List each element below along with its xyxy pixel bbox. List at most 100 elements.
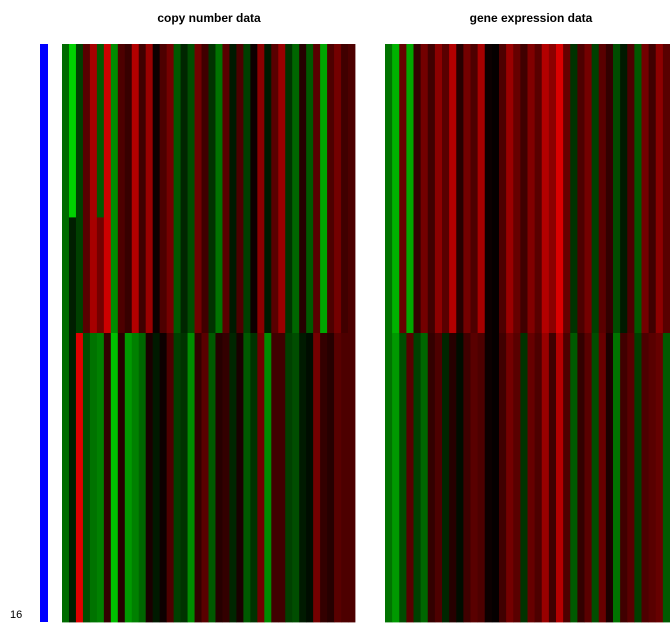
heatmap-cell bbox=[548, 44, 557, 334]
heatmap-cell bbox=[208, 333, 216, 623]
heatmap-cell bbox=[341, 44, 349, 334]
heatmap-cell bbox=[285, 44, 293, 334]
heatmap-cell bbox=[250, 44, 258, 334]
gene-expression-title: gene expression data bbox=[470, 11, 593, 25]
heatmap-cell bbox=[327, 333, 335, 623]
heatmap-cell bbox=[662, 333, 670, 623]
heatmap-cell bbox=[96, 44, 105, 218]
heatmap-cell bbox=[236, 333, 244, 623]
heatmap-cell bbox=[392, 333, 400, 623]
heatmap-cell bbox=[278, 44, 286, 334]
heatmap-cell bbox=[257, 333, 265, 623]
heatmap-cell bbox=[96, 217, 105, 334]
heatmap-cell bbox=[527, 333, 536, 623]
heatmap-cell bbox=[110, 333, 119, 623]
heatmap-cell bbox=[138, 333, 147, 623]
heatmap-cell bbox=[313, 333, 321, 623]
heatmap-cell bbox=[166, 333, 175, 623]
heatmap-cell bbox=[591, 333, 600, 623]
copy-number-title: copy number data bbox=[157, 11, 261, 25]
heatmap-cell bbox=[620, 333, 628, 623]
heatmap-cell bbox=[513, 44, 521, 334]
heatmap-cell bbox=[613, 333, 621, 623]
heatmap-cell bbox=[556, 44, 564, 334]
heatmap-cell bbox=[506, 333, 514, 623]
heatmap-cell bbox=[292, 44, 300, 334]
heatmap-cell bbox=[187, 44, 195, 334]
heatmap-cell bbox=[152, 44, 161, 334]
heatmap-cell bbox=[180, 333, 188, 623]
heatmap-cell bbox=[584, 44, 593, 334]
heatmap-cell bbox=[406, 44, 414, 334]
heatmap-cell bbox=[334, 333, 342, 623]
heatmap-cell bbox=[159, 44, 168, 334]
row-label: 16 bbox=[10, 609, 22, 621]
heatmap-cell bbox=[82, 333, 91, 623]
heatmap-cell bbox=[180, 44, 188, 334]
heatmap-cell bbox=[145, 333, 154, 623]
heatmap-cell bbox=[208, 44, 216, 334]
heatmap-cell bbox=[229, 333, 237, 623]
heatmap-cell bbox=[124, 333, 133, 623]
heatmap-cell bbox=[222, 333, 230, 623]
heatmap-cell bbox=[257, 44, 265, 334]
heatmap-cell bbox=[577, 44, 585, 334]
heatmap-cell bbox=[605, 333, 614, 623]
heatmap-cell bbox=[491, 44, 500, 623]
heatmap-cell bbox=[577, 333, 585, 623]
heatmap-cell bbox=[520, 333, 528, 623]
heatmap-cell bbox=[250, 333, 258, 623]
heatmap-cell bbox=[556, 333, 564, 623]
heatmap-cell bbox=[278, 333, 286, 623]
heatmap-cell bbox=[96, 333, 105, 623]
heatmap-cell bbox=[187, 333, 195, 623]
heatmap-cell bbox=[229, 44, 237, 334]
heatmap-cell bbox=[62, 44, 70, 623]
heatmap-cell bbox=[68, 44, 77, 218]
heatmap-cell bbox=[442, 44, 450, 334]
heatmap-cell bbox=[605, 44, 614, 334]
heatmap-cell bbox=[634, 333, 642, 623]
heatmap-cell bbox=[427, 44, 436, 334]
heatmap-cell bbox=[110, 44, 119, 334]
heatmap-cell bbox=[655, 333, 664, 623]
heatmap-cell bbox=[131, 333, 140, 623]
heatmap-cell bbox=[598, 333, 607, 623]
heatmap-cell bbox=[641, 44, 650, 334]
row-annotation-bar bbox=[40, 44, 48, 622]
heatmap-cell bbox=[413, 333, 422, 623]
heatmap-cell bbox=[499, 333, 507, 623]
heatmap-cell bbox=[613, 44, 621, 334]
heatmap-cell bbox=[463, 44, 471, 334]
heatmap-cell bbox=[541, 44, 550, 334]
heatmap-cell bbox=[534, 44, 543, 334]
heatmap-cell bbox=[306, 333, 314, 623]
heatmap-cell bbox=[499, 44, 507, 334]
heatmap-cell bbox=[527, 44, 536, 334]
heatmap-cell bbox=[320, 333, 328, 623]
heatmap-cell bbox=[627, 333, 635, 623]
heatmap-cell bbox=[591, 44, 600, 334]
heatmap-cell bbox=[124, 44, 133, 334]
heatmap-cell bbox=[570, 44, 578, 334]
heatmap-cell bbox=[620, 44, 628, 334]
heatmap-cell bbox=[477, 44, 486, 334]
heatmap-cell bbox=[103, 44, 112, 334]
heatmap-cell bbox=[138, 44, 147, 334]
heatmap-cell bbox=[152, 333, 161, 623]
heatmap-cell bbox=[548, 333, 557, 623]
heatmap-cell bbox=[399, 333, 407, 623]
heatmap-cell bbox=[117, 44, 126, 334]
heatmap-cell bbox=[420, 44, 429, 334]
heatmap-cell bbox=[89, 44, 98, 334]
heatmap-cell bbox=[341, 333, 349, 623]
heatmap-cell bbox=[173, 333, 181, 623]
heatmap-cell bbox=[634, 44, 642, 334]
heatmap-cell bbox=[648, 333, 657, 623]
heatmap-cell bbox=[173, 44, 181, 334]
heatmap-cell bbox=[470, 333, 479, 623]
heatmap-cell bbox=[103, 333, 112, 623]
heatmap-cell bbox=[385, 44, 393, 623]
heatmap-cell bbox=[541, 333, 550, 623]
